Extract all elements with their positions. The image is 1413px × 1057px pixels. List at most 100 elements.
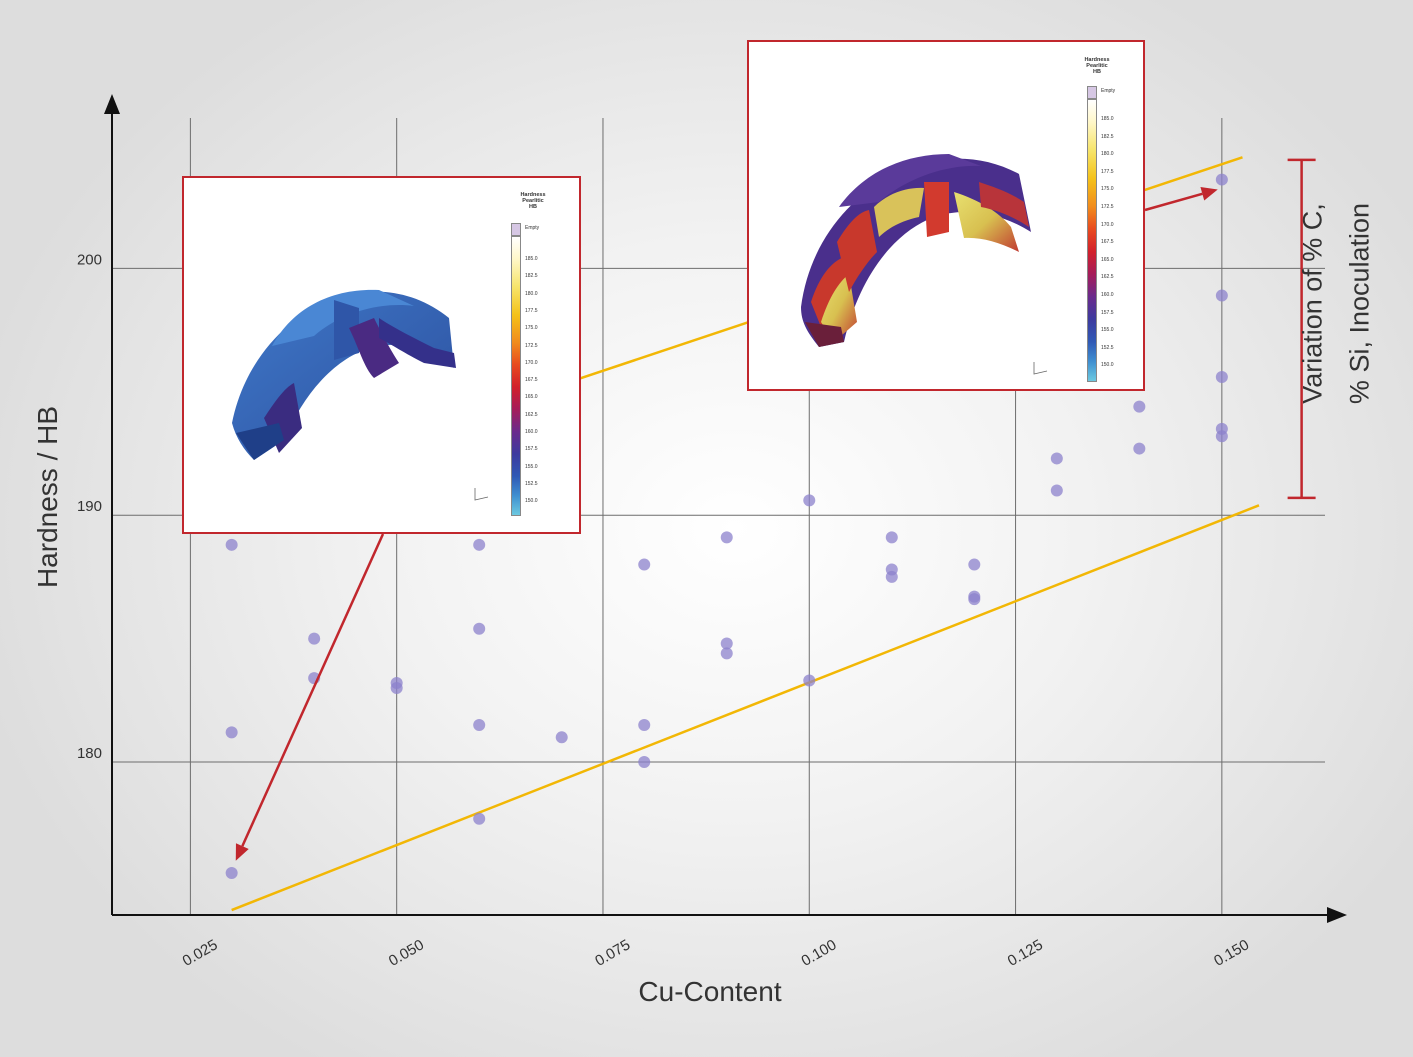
- legend-title-line: Hardness: [1084, 57, 1110, 63]
- legend-title-line: HB: [529, 204, 537, 210]
- data-point: [1215, 422, 1228, 435]
- legend-empty-swatch: [511, 223, 521, 236]
- range-label-line2: % Si, Inoculation: [1344, 202, 1375, 405]
- data-point: [968, 590, 981, 603]
- legend-value: 152.5: [525, 480, 538, 487]
- y-axis-arrowhead: [104, 94, 120, 114]
- lower-bound-line: [231, 504, 1260, 912]
- legend-value: 185.0: [1101, 116, 1114, 122]
- data-point: [225, 538, 238, 551]
- data-point: [1050, 452, 1063, 465]
- data-point: [638, 718, 651, 731]
- legend-value: 160.0: [1101, 292, 1114, 298]
- data-point: [885, 531, 898, 544]
- arrow-to-low-point: [235, 533, 385, 861]
- legend-value: 180.0: [1101, 151, 1114, 158]
- data-point: [803, 674, 816, 687]
- legend-value: 162.5: [525, 411, 538, 418]
- y-tick-label: 190: [77, 498, 102, 515]
- legend-value: 185.0: [525, 256, 538, 262]
- arrow-shaft: [1144, 192, 1203, 212]
- data-point: [1133, 400, 1146, 413]
- legend-value: 165.0: [525, 394, 538, 401]
- data-point: [638, 755, 651, 768]
- legend-value: 175.0: [1101, 186, 1114, 193]
- legend-value: 170.0: [525, 359, 538, 366]
- data-point: [1215, 289, 1228, 302]
- x-axis-arrowhead: [1327, 907, 1347, 923]
- data-point: [473, 622, 486, 635]
- legend-value: 182.5: [525, 273, 538, 280]
- legend-value: 160.0: [525, 429, 538, 435]
- x-tick-label: 0.025: [180, 936, 221, 969]
- data-point: [720, 647, 733, 660]
- legend-value: Empty: [1101, 88, 1116, 94]
- data-points: [225, 173, 1228, 880]
- data-point: [555, 731, 568, 744]
- legend-color-bar: [1087, 99, 1097, 382]
- data-point: [1133, 442, 1146, 455]
- simulation-inset-low: Hardness Pearlitic HB Empty 185.0 182.5 180…: [182, 176, 581, 534]
- legend-value: 157.5: [1101, 309, 1114, 316]
- x-tick-label: 0.150: [1211, 936, 1252, 969]
- legend-title-low: Hardness Pearlitic HB: [512, 192, 554, 210]
- simulation-inset-high: Hardness Pearlitic HB Empty 185.0 182.5 180…: [747, 40, 1145, 391]
- data-point: [225, 867, 238, 880]
- data-point: [225, 726, 238, 739]
- legend-value: 182.5: [1101, 133, 1114, 140]
- data-point: [473, 812, 486, 825]
- casting-render-high: [801, 154, 1031, 347]
- legend-value: 150.0: [525, 498, 538, 505]
- x-tick-label: 0.050: [386, 936, 427, 969]
- legend-value: 175.0: [525, 325, 538, 332]
- variation-range-marker: [1287, 158, 1316, 500]
- legend-value: 177.5: [525, 307, 538, 314]
- x-tick-label: 0.100: [799, 936, 840, 969]
- data-point: [638, 558, 651, 571]
- arrow-head: [1200, 187, 1218, 201]
- data-point: [885, 563, 898, 576]
- legend-value: 150.0: [1101, 362, 1114, 369]
- legend-value: 177.5: [1101, 168, 1114, 175]
- legend-title-high: Hardness Pearlitic HB: [1076, 57, 1118, 75]
- data-point: [473, 538, 486, 551]
- legend-title-line: Hardness: [520, 192, 546, 198]
- y-tick-label: 200: [77, 251, 102, 268]
- data-point: [720, 637, 733, 650]
- legend-title-line: Pearlitic: [522, 198, 544, 204]
- arrow-head: [235, 843, 249, 861]
- legend-value: 180.0: [525, 290, 538, 297]
- x-tick-label: 0.075: [592, 936, 633, 969]
- legend-value: 152.5: [1101, 344, 1114, 351]
- y-tick-label: 180: [77, 745, 102, 762]
- legend-value: 172.5: [525, 342, 538, 349]
- data-point: [803, 494, 816, 507]
- legend-title-line: HB: [1093, 69, 1101, 75]
- legend-title-line: Pearlitic: [1086, 63, 1108, 69]
- data-point: [1050, 484, 1063, 497]
- casting-render-low: [232, 289, 456, 460]
- data-point: [1215, 173, 1228, 186]
- legend-value: Empty: [525, 225, 540, 231]
- legend-value: 170.0: [1101, 221, 1114, 228]
- legend-value: 165.0: [1101, 256, 1114, 263]
- arrow-to-high-point: [1144, 187, 1218, 212]
- legend-empty-swatch: [1087, 86, 1097, 99]
- data-point: [308, 632, 321, 645]
- data-point: [1215, 371, 1228, 383]
- legend-value: 172.5: [1101, 204, 1114, 210]
- legend-value: 167.5: [1101, 239, 1114, 246]
- legend-value: 157.5: [525, 446, 538, 453]
- legend-color-bar: [511, 236, 521, 516]
- inset-arrows: [235, 187, 1218, 861]
- legend-value: 162.5: [1101, 274, 1114, 281]
- data-point: [720, 531, 733, 544]
- x-axis-label: Cu-Content: [638, 976, 782, 1007]
- arrow-shaft: [241, 533, 385, 847]
- legend-value: 155.0: [525, 463, 538, 470]
- legend-value: 167.5: [525, 377, 538, 384]
- data-point: [968, 558, 981, 571]
- range-label-line1: Variation of % C,: [1297, 203, 1328, 404]
- x-tick-label: 0.125: [1005, 936, 1046, 969]
- legend-value: 155.0: [1101, 327, 1114, 334]
